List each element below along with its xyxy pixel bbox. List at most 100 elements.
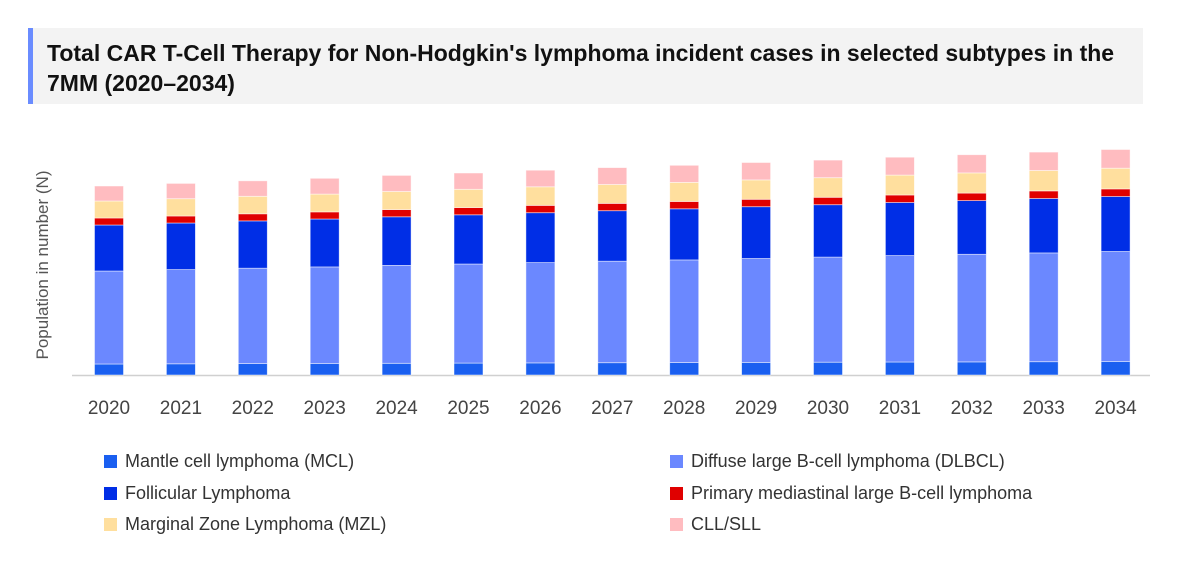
bar-segment-series-2-2034	[1100, 196, 1131, 252]
x-tick-label: 2020	[88, 398, 130, 419]
bar-segment-series-1-2025	[453, 263, 484, 364]
x-tick-label: 2032	[951, 398, 993, 419]
bar-segment-series-2-2023	[309, 218, 340, 268]
bar-segment-series-0-2031	[885, 361, 915, 376]
x-tick-label: 2023	[304, 398, 346, 419]
bar-segment-series-0-2028	[669, 362, 700, 376]
bar-segment-series-3-2026	[525, 204, 556, 214]
bar-segment-series-5-2028	[669, 164, 700, 183]
bar-segment-series-0-2020	[94, 363, 124, 376]
bar-segment-series-3-2022	[237, 213, 268, 222]
bar-stack-2024	[381, 174, 412, 376]
bar-stack-2022	[237, 180, 268, 376]
bar-segment-series-4-2023	[309, 193, 340, 213]
bar-segment-series-4-2033	[1028, 170, 1059, 192]
bar-segment-series-5-2033	[1028, 151, 1059, 171]
bar-segment-series-1-2020	[94, 270, 124, 365]
legend-item: Marginal Zone Lymphoma (MZL)	[104, 514, 386, 535]
bar-segment-series-3-2031	[885, 194, 915, 203]
bar-segment-series-5-2020	[94, 185, 124, 202]
bar-segment-series-3-2029	[741, 198, 771, 208]
bar-stack-2021	[165, 182, 196, 376]
bar-segment-series-4-2032	[956, 172, 987, 194]
bar-stack-2034	[1100, 149, 1131, 376]
bar-segment-series-1-2027	[597, 260, 628, 364]
legend-label: Diffuse large B-cell lymphoma (DLBCL)	[691, 451, 1005, 471]
bar-segment-series-2-2033	[1028, 198, 1059, 254]
bar-segment-series-5-2022	[237, 180, 268, 197]
bar-segment-series-0-2034	[1100, 361, 1131, 376]
bar-segment-series-5-2023	[309, 177, 340, 195]
x-tick-label: 2022	[232, 398, 274, 419]
bar-segment-series-5-2034	[1100, 149, 1131, 169]
bar-segment-series-4-2030	[813, 177, 843, 198]
bar-segment-series-1-2022	[237, 267, 268, 365]
bar-segment-series-5-2031	[885, 156, 915, 176]
bar-stack-2028	[669, 164, 700, 376]
legend-label: Primary mediastinal large B-cell lymphom…	[691, 482, 1033, 503]
bar-segment-series-3-2033	[1028, 190, 1059, 199]
x-tick-label: 2030	[807, 398, 849, 419]
bar-segment-series-5-2026	[525, 169, 556, 188]
bar-segment-series-2-2030	[813, 204, 843, 258]
bar-segment-series-3-2025	[453, 207, 484, 216]
bar-segment-series-1-2034	[1100, 251, 1131, 362]
legend-label: CLL/SLL	[691, 514, 762, 534]
legend-swatch	[104, 455, 117, 468]
bar-segment-series-3-2024	[381, 209, 412, 218]
legend-label: Marginal Zone Lymphoma (MZL)	[125, 514, 387, 534]
bar-segment-series-5-2021	[165, 182, 196, 200]
bar-stack-2031	[885, 156, 915, 376]
bar-segment-series-3-2032	[956, 192, 987, 202]
bar-segment-series-0-2026	[525, 362, 556, 376]
bar-segment-series-5-2025	[453, 172, 484, 190]
bar-segment-series-0-2027	[597, 362, 628, 376]
bar-segment-series-2-2022	[237, 220, 268, 269]
bar-segment-series-0-2022	[237, 363, 268, 376]
bar-segment-series-4-2029	[741, 179, 771, 200]
bar-segment-series-1-2031	[885, 255, 915, 363]
bar-segment-series-0-2032	[956, 361, 987, 376]
bar-stack-2033	[1028, 151, 1059, 376]
x-tick-label: 2026	[519, 398, 561, 419]
bar-segment-series-1-2032	[956, 253, 987, 363]
bar-segment-series-0-2024	[381, 362, 412, 376]
bar-segment-series-0-2025	[453, 362, 484, 376]
bar-segment-series-4-2022	[237, 195, 268, 215]
bar-stack-2030	[813, 159, 843, 376]
bar-segment-series-2-2026	[525, 212, 556, 263]
legend-swatch	[104, 486, 117, 500]
bar-stack-2025	[453, 172, 484, 376]
bar-segment-series-5-2024	[381, 174, 412, 192]
bar-segment-series-4-2025	[453, 188, 484, 209]
bar-stack-2020	[94, 185, 124, 376]
bar-segment-series-2-2021	[165, 222, 196, 270]
bar-segment-series-0-2023	[309, 363, 340, 376]
legend-swatch	[670, 518, 683, 531]
bar-segment-series-3-2034	[1100, 188, 1131, 197]
bar-segment-series-3-2028	[669, 201, 700, 210]
legend-item: Diffuse large B-cell lymphoma (DLBCL)	[670, 451, 1005, 472]
bar-segment-series-1-2024	[381, 264, 412, 364]
bar-segment-series-2-2024	[381, 216, 412, 266]
x-tick-label: 2027	[591, 398, 633, 419]
bar-segment-series-0-2030	[813, 361, 843, 376]
bar-segment-series-4-2026	[525, 186, 556, 206]
bar-segment-series-0-2029	[741, 361, 771, 376]
bar-segment-series-2-2032	[956, 200, 987, 255]
legend-label: Mantle cell lymphoma (MCL)	[125, 451, 355, 471]
bar-segment-series-4-2020	[94, 200, 124, 219]
bar-segment-series-1-2026	[525, 262, 556, 364]
legend-swatch	[670, 455, 683, 468]
bar-segment-series-4-2034	[1100, 167, 1131, 190]
bar-segment-series-4-2021	[165, 198, 196, 217]
bar-segment-series-1-2021	[165, 269, 196, 365]
bar-stack-2023	[309, 177, 340, 376]
bar-segment-series-2-2027	[597, 210, 628, 262]
bar-segment-series-5-2027	[597, 167, 628, 185]
x-tick-label: 2028	[663, 398, 705, 419]
bar-segment-series-1-2030	[813, 256, 843, 363]
bar-segment-series-1-2029	[741, 258, 771, 363]
x-tick-label: 2034	[1094, 398, 1137, 419]
